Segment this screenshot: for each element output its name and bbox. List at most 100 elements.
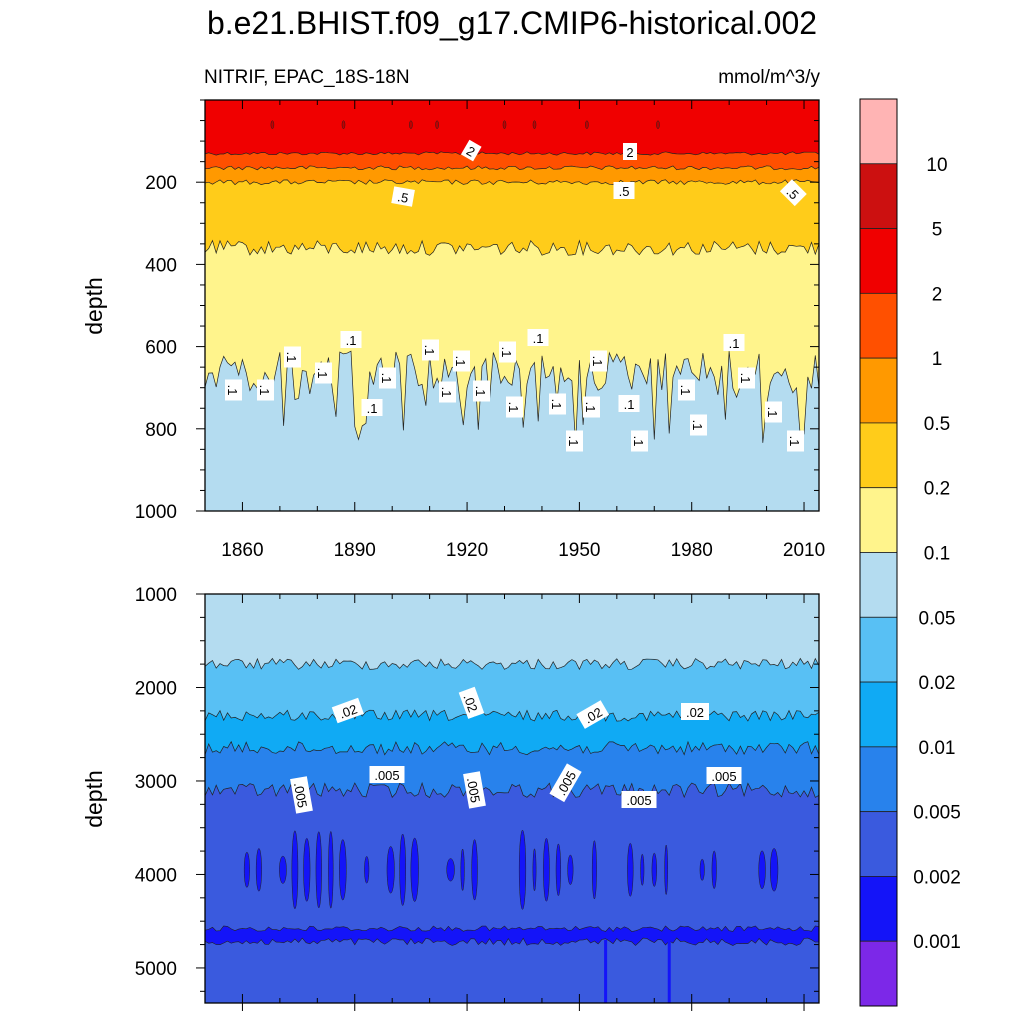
contour-label: .1 bbox=[583, 396, 600, 418]
contour-blob bbox=[255, 848, 262, 892]
colorbar-swatch bbox=[859, 422, 898, 489]
contour-label: .1 bbox=[257, 379, 274, 401]
svg-text:.1: .1 bbox=[624, 397, 635, 412]
x-tick-label: 2010 bbox=[783, 540, 825, 561]
contour-blob bbox=[460, 848, 465, 891]
svg-text:.1: .1 bbox=[367, 401, 378, 416]
svg-text:.5: .5 bbox=[619, 184, 630, 199]
contour-label: .1 bbox=[631, 430, 648, 452]
colorbar-swatch bbox=[859, 681, 898, 748]
contour-label: .5 bbox=[613, 182, 635, 199]
x-tick-label: 1920 bbox=[446, 540, 488, 561]
contour-blob bbox=[315, 831, 322, 909]
svg-text:2: 2 bbox=[626, 145, 633, 160]
bottom-panel: .02.02.02.02.005.005.005.005.005.005 100… bbox=[81, 585, 820, 1011]
contour-label: .1 bbox=[453, 350, 470, 372]
contour-blob bbox=[627, 842, 634, 897]
svg-text:.1: .1 bbox=[566, 436, 581, 447]
y-tick-label: 5000 bbox=[135, 959, 177, 980]
contour-blob bbox=[667, 939, 671, 1003]
x-tick-label: 1890 bbox=[334, 540, 376, 561]
colorbar-label: 1 bbox=[932, 349, 943, 370]
colorbar-label: 0.02 bbox=[919, 673, 956, 694]
contour-label: .1 bbox=[439, 381, 456, 403]
colorbar-swatch bbox=[859, 876, 898, 942]
svg-text:.02: .02 bbox=[337, 701, 359, 721]
contour-blob bbox=[270, 120, 275, 129]
contour-label: .02 bbox=[681, 703, 709, 720]
svg-text:.1: .1 bbox=[257, 385, 272, 396]
svg-text:.1: .1 bbox=[787, 436, 802, 447]
colorbar-swatch bbox=[859, 487, 898, 553]
top-contour-line bbox=[205, 239, 819, 257]
svg-text:.1: .1 bbox=[738, 373, 753, 384]
svg-text:.1: .1 bbox=[284, 352, 299, 363]
contour-blob bbox=[341, 120, 346, 129]
contour-blob bbox=[656, 120, 660, 129]
svg-text:.005: .005 bbox=[711, 769, 736, 784]
contour-blob bbox=[399, 833, 406, 906]
svg-text:.005: .005 bbox=[626, 793, 651, 808]
contour-label: .1 bbox=[590, 350, 607, 372]
contour-blob bbox=[591, 840, 597, 900]
bottom-contour-labels: .02.02.02.02.005.005.005.005.005.005 bbox=[290, 686, 742, 814]
top-contour-line bbox=[205, 179, 819, 186]
colorbar-swatch bbox=[859, 163, 898, 229]
colorbar-swatch bbox=[859, 811, 898, 877]
colorbar-label: 0.002 bbox=[913, 867, 961, 888]
contour-label: .02 bbox=[331, 697, 364, 724]
svg-text:.1: .1 bbox=[346, 333, 357, 348]
colorbar-frame bbox=[859, 98, 898, 1007]
bottom-band-2 bbox=[205, 710, 819, 755]
contour-label: .1 bbox=[723, 334, 745, 351]
top-contour-labels: .1 .1 .1 .1 .1 .1 .1 .1 .1 .1 .1 .1 .1 .1 .1 .1 .1 .1 .1 .1… bbox=[225, 139, 807, 452]
bottom-contour-line bbox=[205, 657, 819, 671]
colorbar-swatch bbox=[859, 98, 898, 165]
svg-text:.005: .005 bbox=[291, 781, 310, 809]
contour-label: .5 bbox=[391, 186, 415, 207]
contour-blob bbox=[651, 852, 657, 887]
contour-blob bbox=[386, 846, 395, 894]
bottom-band-0 bbox=[205, 594, 819, 670]
colorbar-label: 5 bbox=[932, 220, 943, 241]
y-tick-label: 400 bbox=[145, 255, 177, 276]
colorbar-swatch bbox=[859, 616, 898, 683]
contour-label: .005 bbox=[621, 791, 657, 808]
colorbar-swatch bbox=[859, 552, 898, 618]
svg-text:.1: .1 bbox=[533, 331, 544, 346]
colorbar-swatch bbox=[859, 940, 898, 1007]
contour-blob bbox=[664, 844, 668, 895]
contour-label: .1 bbox=[361, 399, 383, 416]
colorbar-label: 0.005 bbox=[913, 803, 961, 824]
contour-blob bbox=[243, 851, 250, 888]
contour-label: .1 bbox=[225, 379, 242, 401]
x-tick-label: 1950 bbox=[558, 540, 600, 561]
x-tick-label: 1860 bbox=[221, 540, 263, 561]
contour-label: .1 bbox=[678, 379, 695, 401]
svg-text:.1: .1 bbox=[499, 347, 514, 358]
contour-blob bbox=[711, 850, 717, 889]
contour-label: 2 bbox=[623, 143, 637, 160]
contour-blob bbox=[435, 120, 439, 129]
svg-text:.1: .1 bbox=[506, 402, 521, 413]
contour-label: .1 bbox=[690, 414, 707, 436]
colorbar-swatch bbox=[859, 357, 898, 424]
contour-label: .1 bbox=[379, 367, 396, 389]
contour-label: .005 bbox=[369, 766, 405, 783]
svg-text:.005: .005 bbox=[464, 776, 483, 804]
bottom-contour-line bbox=[205, 709, 819, 722]
svg-text:.1: .1 bbox=[690, 420, 705, 431]
contour-blob bbox=[518, 829, 527, 910]
y-tick-label: 600 bbox=[145, 338, 177, 359]
colorbar-swatch bbox=[859, 746, 898, 813]
contour-label: .005 bbox=[706, 767, 742, 784]
contour-label: .1 bbox=[315, 362, 332, 384]
svg-text:.1: .1 bbox=[729, 336, 740, 351]
bottom-contour-line bbox=[205, 740, 819, 756]
y-tick-label: 1000 bbox=[135, 585, 177, 606]
contour-blob bbox=[471, 839, 478, 901]
contour-label: .005 bbox=[290, 776, 313, 814]
colorbar-label: 0.5 bbox=[924, 414, 950, 435]
contour-label: .1 bbox=[738, 367, 755, 389]
